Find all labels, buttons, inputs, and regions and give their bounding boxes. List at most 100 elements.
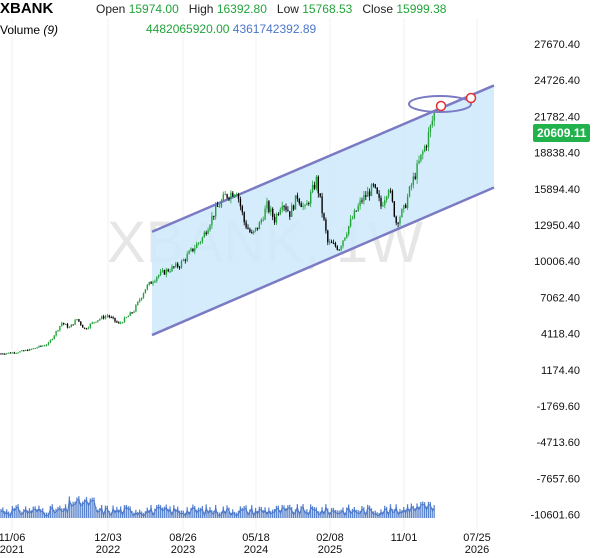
volume-bar xyxy=(374,510,376,518)
candle-body xyxy=(292,205,295,210)
volume-bar xyxy=(165,504,167,518)
volume-bar xyxy=(199,507,202,518)
candle-body xyxy=(4,353,6,355)
candle-body xyxy=(135,305,137,312)
projection-ellipse[interactable] xyxy=(408,95,472,113)
volume-bar xyxy=(85,496,88,518)
volume-bar xyxy=(391,509,393,518)
candle-body xyxy=(310,192,312,204)
candle-body xyxy=(304,205,306,207)
volume-bar xyxy=(251,505,253,518)
volume-bar xyxy=(61,508,63,518)
volume-bar xyxy=(11,506,13,518)
candle-body xyxy=(142,293,145,298)
y-tick-label: 4118.40 xyxy=(541,329,580,341)
volume-bar xyxy=(386,507,388,518)
parallel-channel[interactable] xyxy=(151,84,495,337)
volume-bar xyxy=(192,504,194,518)
candle-body xyxy=(289,211,291,217)
candle-body xyxy=(201,237,204,242)
volume-bar xyxy=(2,507,4,518)
candle-body xyxy=(78,319,80,322)
channel-lower-line[interactable] xyxy=(151,186,495,337)
candle-body xyxy=(317,176,319,194)
candle-body xyxy=(192,248,194,252)
volume-bar xyxy=(405,509,407,518)
candle-body xyxy=(338,249,340,251)
candle-body xyxy=(102,316,105,319)
candle-body xyxy=(42,345,44,347)
volume-bar xyxy=(262,509,264,518)
volume-bar xyxy=(325,504,327,518)
candle-body xyxy=(327,230,329,243)
volume-bar xyxy=(357,509,359,518)
volume-bar xyxy=(302,504,304,518)
candle-body xyxy=(294,195,297,210)
open-value: 15974.00 xyxy=(128,2,179,16)
volume-bar xyxy=(194,505,196,518)
volume-bar xyxy=(159,505,162,518)
candle-body xyxy=(321,196,323,214)
volume-bar xyxy=(82,501,84,518)
volume-bar xyxy=(368,505,371,518)
candle-body xyxy=(163,270,166,275)
volume-bar xyxy=(135,509,137,518)
candle-body xyxy=(308,203,310,205)
candle-body xyxy=(273,216,276,223)
volume-bar xyxy=(13,507,15,518)
candle-body xyxy=(424,146,426,152)
volume-bar xyxy=(28,508,31,518)
volume-bar xyxy=(433,505,435,518)
candle-body xyxy=(197,242,200,244)
channel-handles[interactable] xyxy=(408,92,477,113)
candle-body xyxy=(26,349,29,351)
candle-body xyxy=(243,212,245,223)
candle-body xyxy=(262,219,264,221)
candle-body xyxy=(393,201,395,217)
volume-bar xyxy=(127,506,129,518)
volume-bar xyxy=(178,510,181,518)
candle-body xyxy=(344,237,346,241)
y-tick-label: 24726.40 xyxy=(534,75,580,87)
candle-body xyxy=(258,222,261,230)
volume-bar xyxy=(332,507,335,518)
volume-bar xyxy=(215,504,217,518)
volume-indicator-label[interactable]: Volume (9) xyxy=(0,23,58,37)
candle-body xyxy=(123,317,126,323)
candle-body xyxy=(389,190,392,192)
volume-bar xyxy=(180,510,183,518)
candle-body xyxy=(165,269,167,275)
volume-bar xyxy=(197,507,200,518)
candle-body xyxy=(285,206,287,210)
volume-bar xyxy=(425,506,428,518)
volume-bar xyxy=(101,504,103,518)
volume-bar xyxy=(150,505,152,518)
volume-bar xyxy=(116,506,118,518)
candle-body xyxy=(239,198,242,207)
candle-body xyxy=(110,317,112,319)
volume-value: 4482065920.00 xyxy=(146,22,230,36)
volume-bar xyxy=(249,509,251,518)
candle-body xyxy=(395,216,397,223)
volume-bar xyxy=(17,504,19,518)
channel-handle[interactable] xyxy=(435,100,447,112)
candle-body xyxy=(336,246,338,250)
channel-handle[interactable] xyxy=(465,92,477,104)
candle-body xyxy=(234,194,236,197)
volume-bar xyxy=(76,497,78,518)
candle-body xyxy=(405,205,407,208)
candle-body xyxy=(116,321,118,323)
candle-body xyxy=(91,322,93,324)
volume-bar xyxy=(277,505,279,518)
candle-body xyxy=(45,344,48,346)
candle-body xyxy=(241,206,243,213)
volume-bar xyxy=(300,505,302,518)
symbol-name[interactable]: XBANK xyxy=(0,0,54,17)
x-tick-label: 12/03 xyxy=(94,532,122,544)
candle-body xyxy=(38,345,40,348)
candle-body xyxy=(40,345,42,347)
channel-upper-line[interactable] xyxy=(151,84,495,233)
candle-body xyxy=(57,330,59,332)
